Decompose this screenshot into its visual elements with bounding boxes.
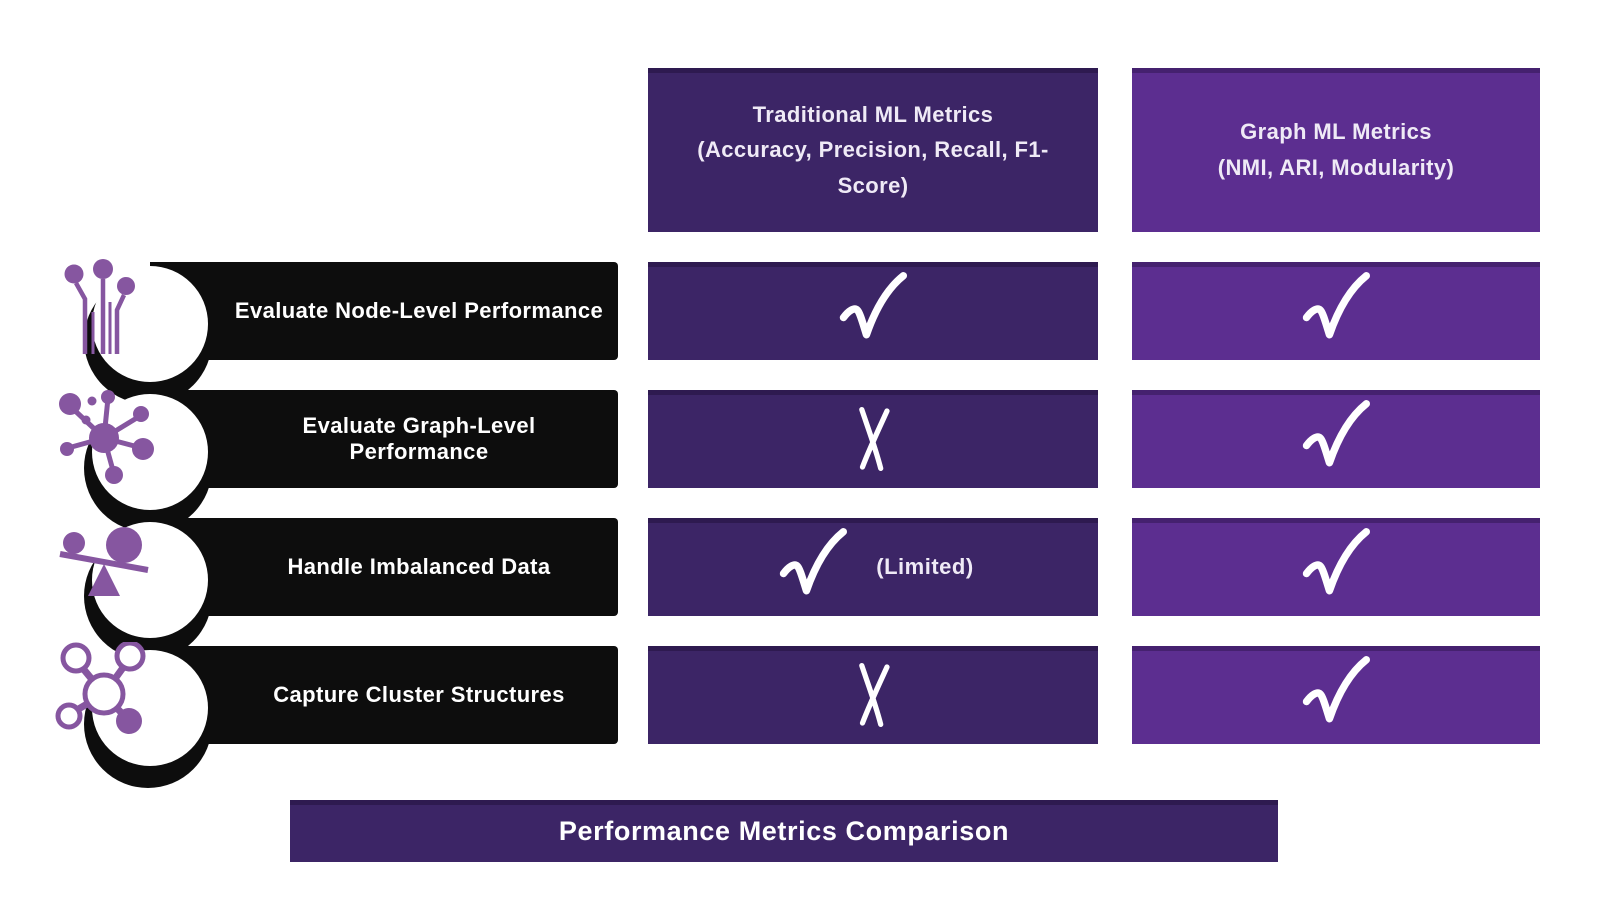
footer-title-bar: Performance Metrics Comparison	[290, 800, 1278, 862]
column-title: Graph ML Metrics	[1240, 119, 1432, 145]
row-label-text: Handle Imbalanced Data	[287, 554, 551, 579]
cluster-molecule-icon	[55, 642, 146, 734]
check-icon	[1302, 656, 1371, 723]
check-icon	[839, 272, 908, 339]
label-bar	[150, 390, 618, 488]
cell-imbalanced-graphml	[1132, 518, 1540, 616]
row-label-graph-level: Evaluate Graph-Level Performance	[59, 390, 618, 532]
column-header-graph-ml: Graph ML Metrics (NMI, ARI, Modularity)	[1132, 68, 1540, 232]
cell-note: (Limited)	[876, 554, 974, 579]
check-icon	[780, 528, 848, 595]
check-icon	[1302, 400, 1371, 467]
row-label-node-level: Evaluate Node-Level Performance	[64, 259, 618, 404]
check-icon	[1302, 272, 1371, 339]
page-title: Performance Metrics Comparison	[558, 815, 1010, 846]
cell-cluster-graphml	[1132, 646, 1540, 744]
cell-cluster-traditional	[648, 646, 1098, 744]
label-bar	[150, 518, 618, 616]
row-label-cluster-structures: Capture Cluster Structures	[55, 642, 618, 788]
network-hub-icon	[59, 390, 154, 484]
cell-graph-level-traditional	[648, 390, 1098, 488]
cell-imbalanced-traditional: (Limited)	[648, 518, 1098, 616]
column-subtitle: (NMI, ARI, Modularity)	[1217, 155, 1455, 180]
cross-icon	[859, 406, 890, 472]
cell-node-level-graphml	[1132, 262, 1540, 360]
label-bar	[150, 646, 618, 744]
label-bar	[150, 262, 618, 360]
row-label-text: Capture Cluster Structures	[273, 682, 565, 707]
row-label-text: Evaluate Graph-Level Performance	[302, 413, 536, 464]
balance-scale-icon	[59, 527, 149, 596]
check-icon	[1302, 528, 1371, 595]
column-title: Traditional ML Metrics	[752, 101, 994, 127]
row-label-imbalanced-data: Handle Imbalanced Data	[59, 518, 618, 660]
node-pins-icon	[64, 259, 135, 354]
cross-icon	[859, 662, 890, 728]
column-header-traditional-ml: Traditional ML Metrics (Accuracy, Precis…	[648, 68, 1098, 232]
cell-node-level-traditional	[648, 262, 1098, 360]
cell-graph-level-graphml	[1132, 390, 1540, 488]
row-label-text: Evaluate Node-Level Performance	[234, 298, 604, 323]
column-subtitle: (Accuracy, Precision, Recall, F1-Score)	[697, 137, 1049, 198]
